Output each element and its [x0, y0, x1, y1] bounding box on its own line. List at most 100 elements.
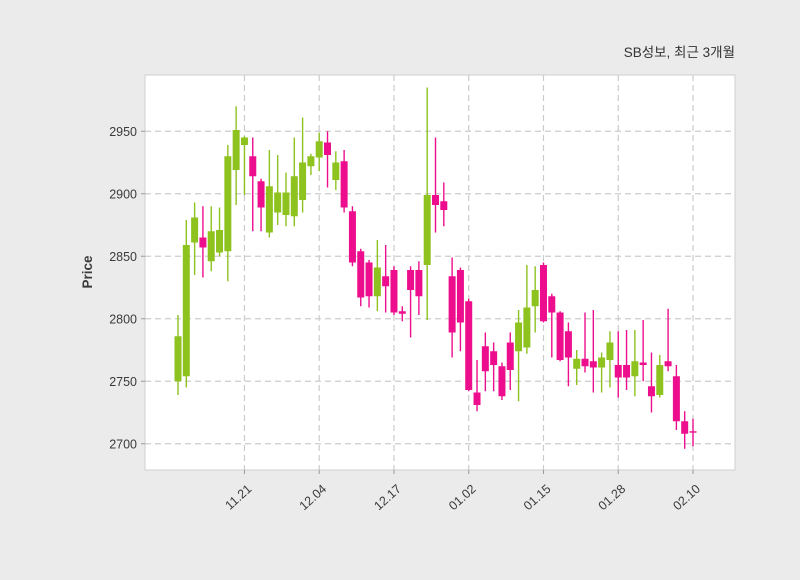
candle-body [539, 265, 547, 322]
candle-body [432, 195, 439, 205]
candle-body [398, 311, 406, 314]
y-tick-label: 2700 [109, 437, 137, 451]
candle-body [373, 267, 381, 297]
candle-body [573, 358, 581, 369]
candle-down [481, 332, 489, 392]
candle-down [357, 248, 365, 307]
candle-up [373, 240, 381, 312]
candle-body [531, 290, 539, 307]
candle-body [656, 365, 664, 395]
candle-up [656, 355, 664, 398]
candle-down [548, 293, 556, 358]
candle-up [299, 117, 307, 213]
candle-down [647, 352, 655, 413]
candle-body [523, 307, 531, 348]
candle-body [315, 141, 323, 158]
candle-down [407, 266, 415, 338]
candle-body [357, 251, 365, 298]
candle-body [265, 186, 273, 233]
candle-down [340, 150, 348, 213]
candle-up [598, 352, 606, 393]
candle-down [440, 182, 448, 227]
candle-up [216, 207, 224, 257]
candle-body [465, 301, 473, 390]
y-axis-label: Price [80, 255, 95, 289]
candle-up [315, 132, 323, 172]
candle-down [623, 330, 631, 390]
candle-down [324, 131, 332, 188]
candle-body [506, 342, 514, 370]
candle-body [556, 312, 564, 360]
candle-body [481, 346, 489, 372]
candle-body [456, 270, 464, 323]
candle-down [556, 311, 564, 362]
candle-body [191, 217, 199, 243]
y-tick-label: 2850 [109, 250, 137, 264]
candle-down [473, 360, 481, 412]
candle-up [606, 331, 614, 388]
candle-body [324, 142, 332, 155]
candle-body [299, 162, 307, 200]
candle-up [523, 265, 531, 354]
candle-body [232, 130, 240, 170]
candle-down [249, 137, 257, 232]
candle-body [174, 336, 182, 382]
candle-body [440, 201, 448, 210]
candle-down [199, 206, 207, 278]
candle-up [282, 172, 290, 227]
candle-body [423, 195, 431, 265]
candle-down [681, 411, 689, 449]
candle-down [581, 312, 589, 373]
candle-body [207, 231, 215, 262]
candle-down [564, 322, 572, 387]
chart-title: SB성보, 최근 3개월 [624, 45, 735, 60]
candle-body [639, 362, 647, 365]
candle-down [506, 332, 514, 390]
candle-down [639, 320, 647, 382]
candle-body [672, 376, 680, 422]
candle-body [448, 276, 456, 333]
candle-body [407, 270, 415, 290]
candle-body [490, 351, 498, 365]
candle-down [390, 266, 398, 315]
candle-down [498, 362, 506, 400]
candle-body [681, 421, 689, 434]
candle-body [689, 431, 697, 433]
candle-up [182, 220, 190, 388]
candle-body [340, 161, 348, 208]
candle-body [647, 386, 655, 397]
candle-down [614, 331, 622, 398]
candle-body [390, 270, 398, 313]
candle-down [672, 365, 680, 430]
y-tick-label: 2900 [109, 187, 137, 201]
candle-body [631, 361, 639, 377]
candle-down [465, 298, 473, 392]
candle-body [224, 156, 232, 252]
candle-down [664, 308, 672, 372]
candle-up [332, 151, 340, 190]
candle-body [606, 342, 614, 360]
candle-down [382, 245, 390, 313]
candle-body [307, 156, 315, 167]
candle-up [290, 137, 298, 227]
candle-body [332, 162, 340, 180]
candle-body [182, 245, 190, 377]
candle-body [515, 322, 523, 352]
candle-body [249, 156, 257, 177]
candle-down [348, 206, 356, 267]
candle-body [614, 365, 622, 378]
candle-up [631, 330, 639, 397]
y-tick-label: 2800 [109, 312, 137, 326]
candle-up [174, 315, 182, 395]
candle-body [216, 230, 224, 253]
candle-body [623, 365, 631, 378]
candle-body [589, 361, 597, 368]
candle-body [598, 357, 606, 368]
candle-body [274, 192, 282, 213]
candle-down [490, 342, 498, 392]
candle-down [689, 418, 697, 447]
candle-body [290, 176, 298, 217]
y-tick-label: 2950 [109, 125, 137, 139]
candle-body [199, 237, 207, 248]
